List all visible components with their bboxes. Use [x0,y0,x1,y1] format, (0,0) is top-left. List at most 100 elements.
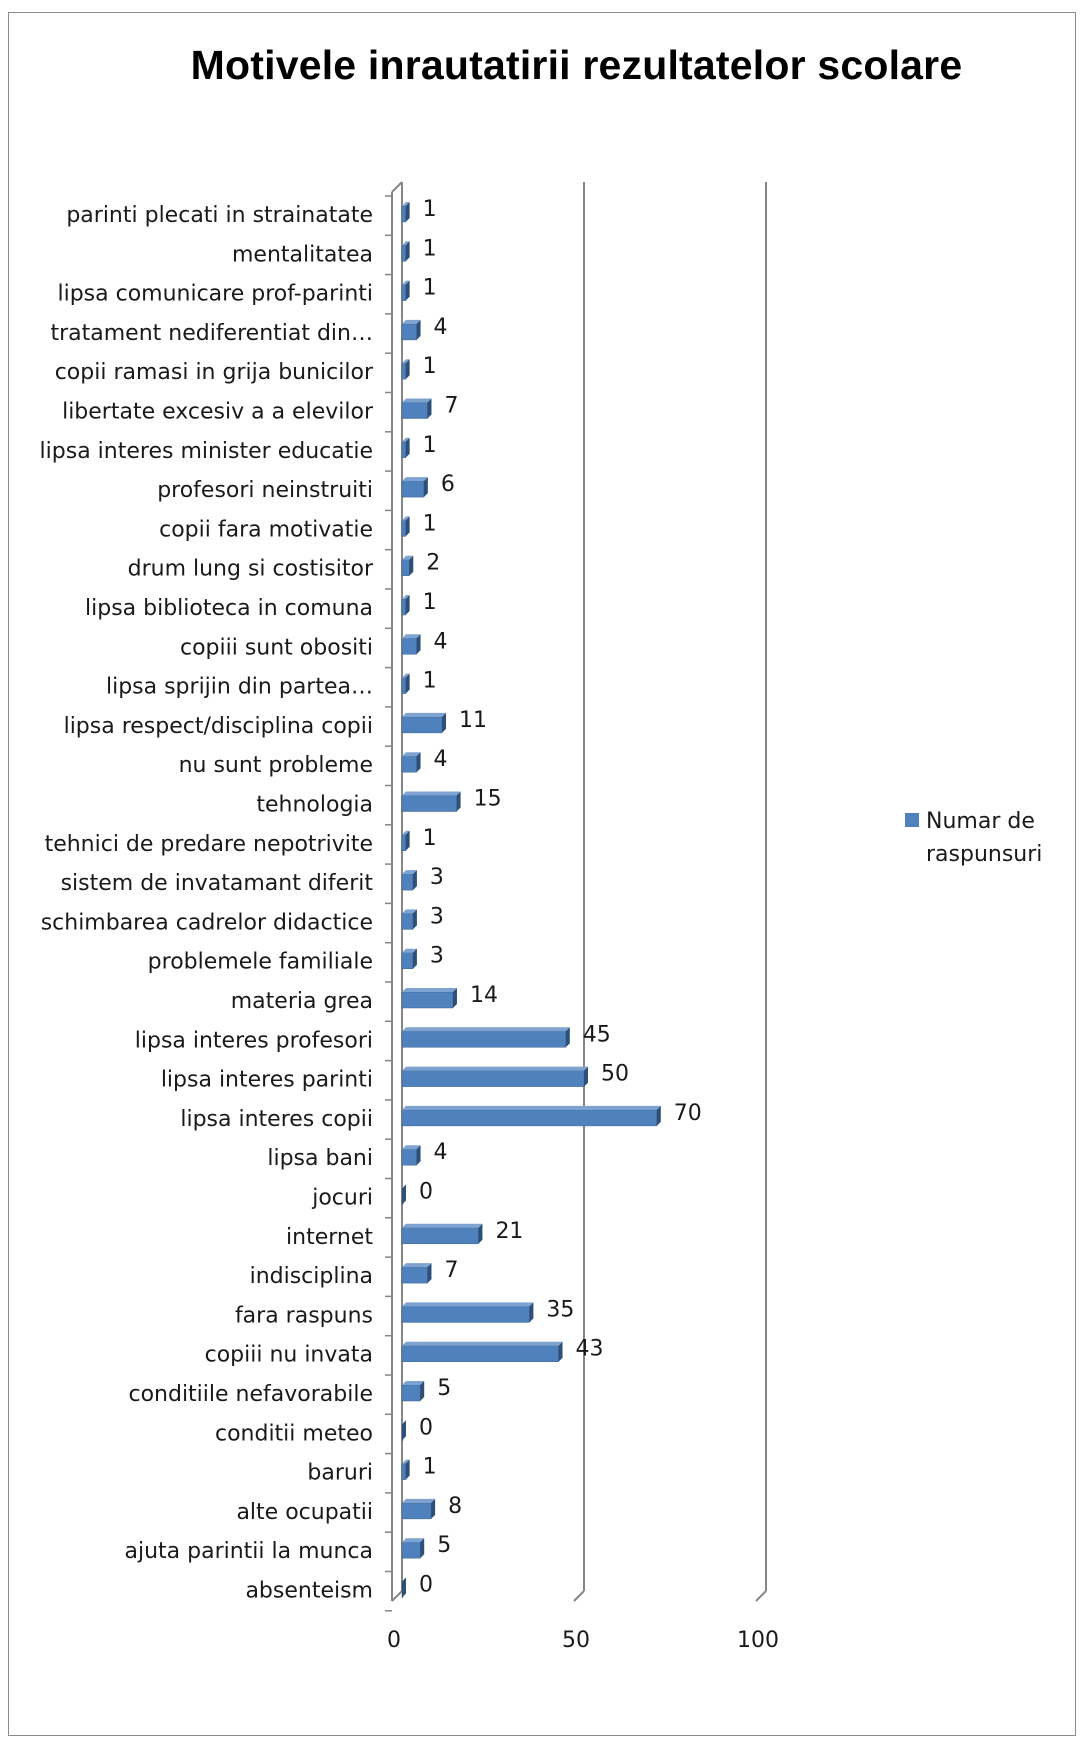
bar-front [401,362,406,380]
bar-top [402,1066,588,1071]
bar-0 [401,202,410,223]
x-tick-label-0: 0 [387,1628,401,1653]
data-label: 1 [423,276,437,301]
category-label: copiii sunt obositi [180,635,373,660]
bar-top [402,1223,483,1228]
bar-28 [401,1302,534,1323]
category-label: lipsa respect/disciplina copii [64,714,373,739]
category-label: conditii meteo [215,1421,373,1446]
bar-top [402,791,461,796]
data-label: 50 [601,1062,629,1087]
category-label: sistem de invatamant diferit [61,871,374,896]
bar-top [402,1538,425,1543]
category-label: internet [286,1225,373,1250]
bar-side [416,634,421,655]
bar-14 [401,752,421,773]
category-label: schimbarea cadrelor didactice [41,910,373,935]
data-label: 7 [444,394,458,419]
bar-front [401,755,417,773]
bar-front [401,1384,421,1402]
bar-top [402,1381,425,1385]
bar-side [405,673,410,694]
bar-6 [401,437,410,459]
category-label: tehnologia [256,793,373,818]
data-label: 1 [423,354,437,379]
bar-front [401,520,406,537]
bar-side [405,437,410,458]
bar-front [401,441,406,459]
data-label: 43 [576,1337,604,1362]
category-label: problemele familiale [148,950,373,975]
data-label: 3 [430,944,444,969]
category-label: absenteism [245,1579,373,1604]
data-label: 6 [441,472,455,497]
category-label: lipsa comunicare prof-parinti [57,282,373,307]
bar-side [405,516,410,537]
category-label: indisciplina [250,1264,373,1289]
bar-8 [401,516,410,537]
bar-top [402,1498,436,1503]
bar-17 [401,870,417,891]
bar-side [405,359,410,380]
bar-front [401,205,406,223]
bar-side [405,202,410,222]
bar-top [402,477,428,482]
bar-25 [401,1184,406,1205]
category-label: lipsa bani [267,1146,373,1171]
data-label: 4 [434,1140,448,1165]
bar-27 [401,1263,432,1284]
floor-tick-0 [391,1590,403,1602]
data-label: 0 [419,1573,433,1598]
data-label: 8 [448,1494,462,1519]
bar-front [401,245,406,262]
bar-side [405,595,410,615]
category-label: tehnici de predare nepotrivite [45,832,373,857]
bar-top [402,241,410,246]
bar-top [402,595,410,599]
bar-top [402,909,417,914]
data-label: 11 [459,708,487,733]
data-label: 1 [423,826,437,851]
bar-side [420,1538,425,1559]
bar-front [401,1148,417,1166]
floor-tick-50 [573,1590,585,1602]
data-label: 5 [437,1376,451,1401]
data-label: 0 [419,1415,433,1440]
bar-9 [401,555,414,576]
bar-top [402,830,410,835]
bar-front [401,1463,406,1480]
bar-side [405,241,410,262]
bar-3 [401,319,421,341]
category-label: parinti plecati in strainatate [66,203,373,228]
category-label: lipsa interes parinti [161,1068,373,1093]
chart-frame [8,12,1076,1736]
bar-top [402,1145,421,1150]
bar-side [427,398,432,419]
bar-top [402,948,417,953]
bar-front [401,1541,421,1559]
bar-side [412,948,417,969]
bar-side [656,1105,661,1126]
data-label: 3 [430,904,444,929]
bar-top [402,280,410,285]
x-tick-label-100: 100 [737,1628,779,1653]
bar-top [402,870,417,875]
bar-side [478,1223,483,1244]
bar-side [405,280,410,301]
bar-front [401,1070,585,1087]
bar-front [401,284,406,301]
data-label: 3 [430,865,444,890]
bar-top [402,1105,661,1110]
bar-front [401,677,406,694]
bar-10 [401,595,410,616]
data-label: 1 [423,236,437,261]
bar-front [401,402,428,419]
bar-side [405,830,410,851]
bar-side [416,752,421,773]
category-label: drum lung si costisitor [128,557,374,582]
legend-label-line-1: Numar de [926,809,1035,834]
data-label: 5 [437,1533,451,1558]
bar-4 [401,359,410,380]
bar-side [565,1027,570,1048]
bar-31 [401,1420,406,1441]
